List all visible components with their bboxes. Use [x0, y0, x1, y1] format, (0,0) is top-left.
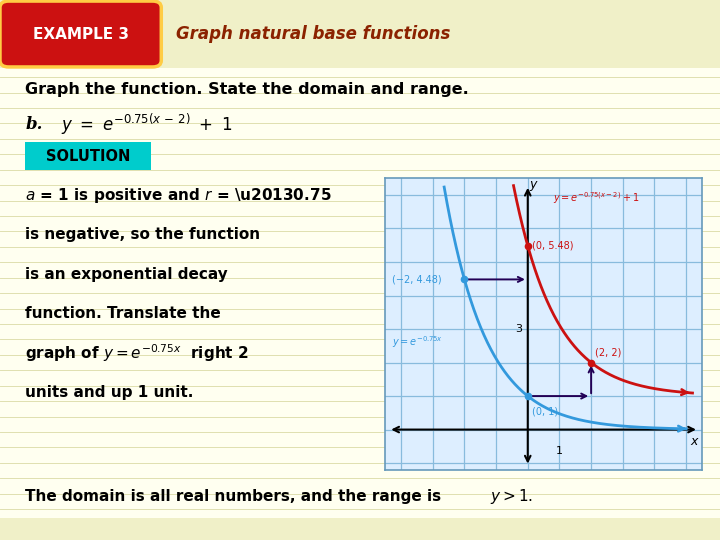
Text: (0, 1): (0, 1) — [531, 406, 558, 416]
Text: Graph natural base functions: Graph natural base functions — [176, 25, 451, 43]
Text: $y = e^{-0.75(x-2)}+1$: $y = e^{-0.75(x-2)}+1$ — [553, 190, 639, 206]
Text: $y > 1.$: $y > 1.$ — [490, 487, 533, 507]
Text: $y\ =\ e^{-0.75(x\,-\,2)}\ +\ 1$: $y\ =\ e^{-0.75(x\,-\,2)}\ +\ 1$ — [61, 112, 233, 137]
Text: graph of $y = e^{-0.75x}$  right 2: graph of $y = e^{-0.75x}$ right 2 — [25, 342, 249, 364]
Text: b.: b. — [25, 116, 42, 133]
Text: (2, 2): (2, 2) — [595, 348, 621, 357]
Text: units and up 1 unit.: units and up 1 unit. — [25, 385, 194, 400]
Bar — [0, 518, 720, 540]
Text: SOLUTION: SOLUTION — [45, 148, 130, 164]
Bar — [0, 0, 720, 68]
FancyBboxPatch shape — [0, 1, 161, 67]
Text: x: x — [690, 435, 698, 448]
Text: (−2, 4.48): (−2, 4.48) — [392, 274, 441, 285]
Text: $y = e^{-0.75x}$: $y = e^{-0.75x}$ — [392, 334, 443, 350]
Text: 1: 1 — [556, 447, 563, 456]
Text: The domain is all real numbers, and the range is: The domain is all real numbers, and the … — [25, 489, 446, 504]
Text: y: y — [530, 178, 537, 191]
Text: EXAMPLE 3: EXAMPLE 3 — [32, 26, 129, 42]
Text: is an exponential decay: is an exponential decay — [25, 267, 228, 282]
Text: (0, 5.48): (0, 5.48) — [531, 241, 573, 251]
Text: 3: 3 — [515, 324, 522, 334]
Text: Graph the function. State the domain and range.: Graph the function. State the domain and… — [25, 82, 469, 97]
Text: $a$ = 1 is positive and $r$ = \u20130.75: $a$ = 1 is positive and $r$ = \u20130.75 — [25, 186, 332, 205]
FancyBboxPatch shape — [25, 142, 151, 170]
Text: is negative, so the function: is negative, so the function — [25, 227, 261, 242]
Text: function. Translate the: function. Translate the — [25, 306, 221, 321]
